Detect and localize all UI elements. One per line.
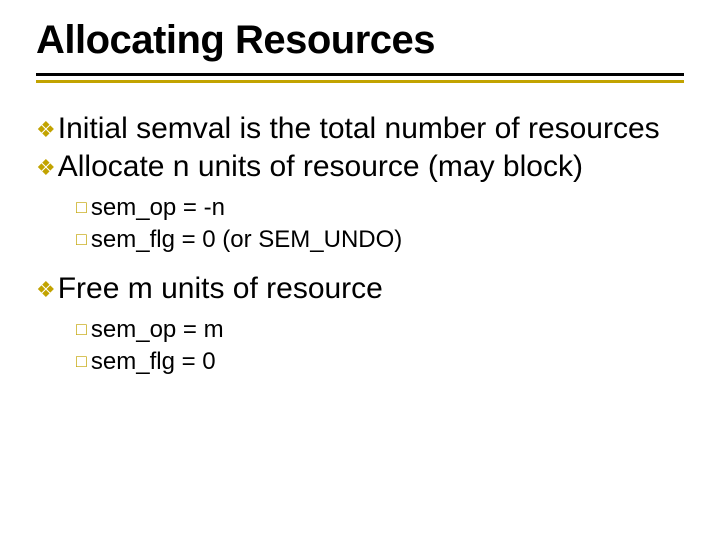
title-divider-bottom [36,80,684,83]
diamond-bullet-icon: ❖ [36,273,56,307]
slide: Allocating Resources ❖Initial semval is … [0,0,720,540]
bullet-level2: □sem_op = m [76,315,684,345]
bullet-level1-text: Initial semval is the total number of re… [58,111,660,147]
bullet-level1-text: Allocate n units of resource (may block) [58,149,583,185]
bullet-level2: □sem_flg = 0 (or SEM_UNDO) [76,225,684,255]
bullet-level2-text: sem_flg = 0 (or SEM_UNDO) [91,225,402,255]
bullet-level2-text: sem_op = m [91,315,224,345]
sub-bullet-group: □sem_op = -n□sem_flg = 0 (or SEM_UNDO) [76,193,684,255]
slide-body: ❖Initial semval is the total number of r… [36,111,684,377]
square-bullet-icon: □ [76,225,87,253]
title-divider [36,73,684,83]
bullet-level2-text: sem_op = -n [91,193,225,223]
bullet-level1: ❖Allocate n units of resource (may block… [36,149,684,185]
diamond-bullet-icon: ❖ [36,113,56,147]
slide-title: Allocating Resources [36,18,684,63]
diamond-bullet-icon: ❖ [36,151,56,185]
bullet-level1: ❖Initial semval is the total number of r… [36,111,684,147]
square-bullet-icon: □ [76,315,87,343]
square-bullet-icon: □ [76,193,87,221]
sub-bullet-group: □sem_op = m□sem_flg = 0 [76,315,684,377]
square-bullet-icon: □ [76,347,87,375]
bullet-level1-text: Free m units of resource [58,271,383,307]
bullet-level2: □sem_flg = 0 [76,347,684,377]
bullet-level1: ❖Free m units of resource [36,271,684,307]
bullet-level2-text: sem_flg = 0 [91,347,216,377]
bullet-level2: □sem_op = -n [76,193,684,223]
title-divider-top [36,73,684,76]
